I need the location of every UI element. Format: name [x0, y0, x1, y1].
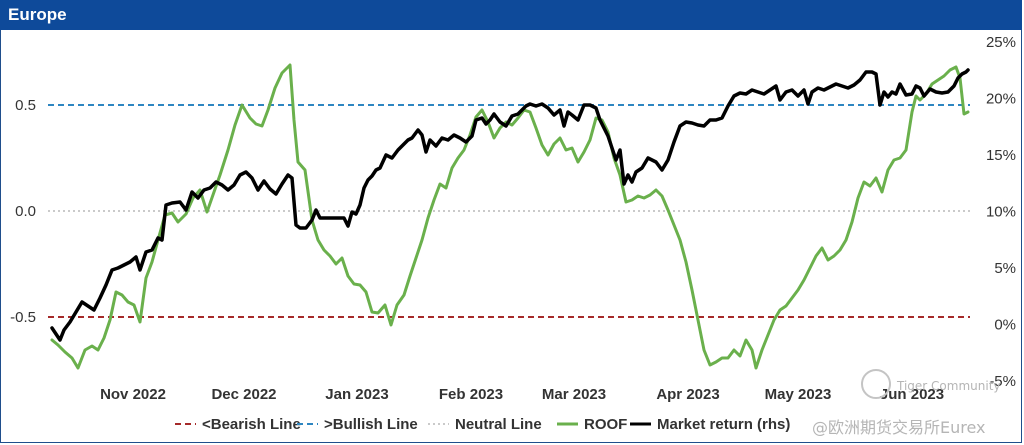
- x-tick: Jan 2023: [325, 386, 388, 403]
- y-right-tick: 15%: [986, 147, 1016, 164]
- x-tick: May 2023: [765, 386, 832, 403]
- tiger-logo-icon: [861, 369, 891, 399]
- x-tick: Jun 2023: [880, 386, 944, 403]
- legend-label-0: <Bearish Line: [202, 416, 301, 433]
- y-left-tick: -0.5: [10, 309, 36, 326]
- roof-series-line: [50, 63, 970, 370]
- watermark-eurex: @欧洲期货交易所Eurex: [812, 418, 986, 437]
- legend-label-2: Neutral Line: [455, 416, 542, 433]
- y-right-tick: 25%: [986, 34, 1016, 51]
- legend-label-3: ROOF: [584, 416, 627, 433]
- y-right-tick: 20%: [986, 91, 1016, 108]
- y-right-tick: 10%: [986, 204, 1016, 221]
- x-tick: Dec 2022: [211, 386, 276, 403]
- chart-title: Europe: [8, 5, 67, 24]
- x-tick: Mar 2023: [542, 386, 606, 403]
- y-left-tick: 0.5: [15, 97, 36, 114]
- market-return-line: [50, 68, 970, 342]
- y-left-tick: 0.0: [15, 203, 36, 220]
- watermark-community: Tiger Community: [896, 379, 1001, 393]
- title-bar: Europe: [0, 0, 1022, 30]
- y-right-tick: 5%: [994, 260, 1016, 277]
- legend-label-1: >Bullish Line: [324, 416, 418, 433]
- y-right-tick: -5%: [989, 373, 1016, 390]
- x-tick: Apr 2023: [656, 386, 719, 403]
- x-tick: Feb 2023: [439, 386, 503, 403]
- x-tick: Nov 2022: [100, 386, 166, 403]
- legend-label-4: Market return (rhs): [657, 416, 790, 433]
- y-right-tick: 0%: [994, 317, 1016, 334]
